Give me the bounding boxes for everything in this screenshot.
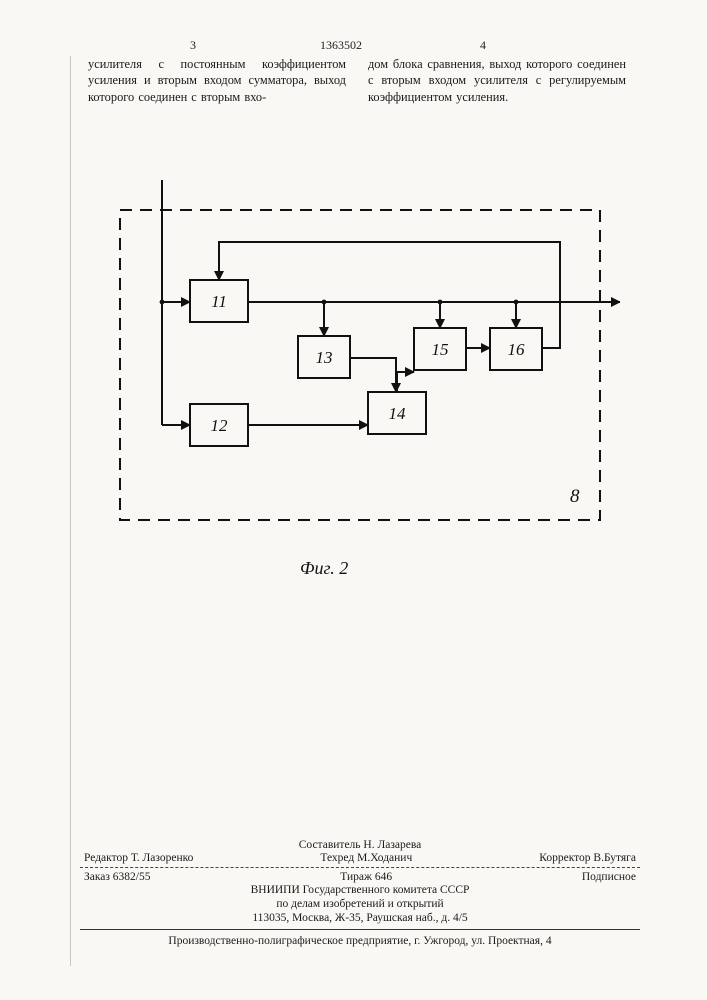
page: { "header": { "left_col_num": "3", "pate…: [0, 0, 707, 1000]
block-diagram: 8 11 12 13 14 15 16: [90, 180, 620, 550]
body-text-left: усилителя с постоянным коэффициентом уси…: [88, 56, 346, 105]
body-text-columns: усилителя с постоянным коэффициентом уси…: [88, 56, 628, 105]
svg-text:8: 8: [570, 486, 580, 507]
footer-subscription: Подписное: [582, 871, 636, 883]
footer-divider: [80, 867, 640, 868]
footer-org1: ВНИИПИ Государственного комитета СССР: [80, 883, 640, 897]
svg-text:15: 15: [432, 340, 449, 359]
column-number-right: 4: [480, 38, 486, 53]
patent-number: 1363502: [320, 38, 362, 53]
column-number-left: 3: [190, 38, 196, 53]
body-text-right: дом блока сравнения, выход которого соед…: [368, 56, 626, 105]
footer-order-row: Заказ 6382/55 Тираж 646 Подписное: [80, 871, 640, 883]
page-margin-line: [70, 56, 71, 966]
footer-compiler: Составитель Н. Лазарева: [80, 838, 640, 852]
footer-block: Составитель Н. Лазарева Редактор Т. Лазо…: [80, 838, 640, 948]
footer-editor: Редактор Т. Лазоренко: [84, 852, 193, 864]
footer-address1: 113035, Москва, Ж-35, Раушская наб., д. …: [80, 911, 640, 925]
svg-text:16: 16: [508, 340, 526, 359]
svg-text:14: 14: [389, 404, 407, 423]
footer-order: Заказ 6382/55: [84, 871, 151, 883]
footer-org2: по делам изобретений и открытий: [80, 897, 640, 911]
footer-tech: Техред М.Ходанич: [320, 852, 412, 864]
svg-text:13: 13: [316, 348, 333, 367]
footer-divider-solid: [80, 929, 640, 930]
footer-credits-row: Редактор Т. Лазоренко Техред М.Ходанич К…: [80, 852, 640, 864]
footer-corrector: Корректор В.Бутяга: [539, 852, 636, 864]
svg-text:12: 12: [211, 416, 229, 435]
figure-caption: Фиг. 2: [300, 558, 348, 579]
footer-address2: Производственно-полиграфическое предприя…: [80, 934, 640, 948]
svg-text:11: 11: [211, 292, 227, 311]
footer-tirazh: Тираж 646: [340, 871, 392, 883]
